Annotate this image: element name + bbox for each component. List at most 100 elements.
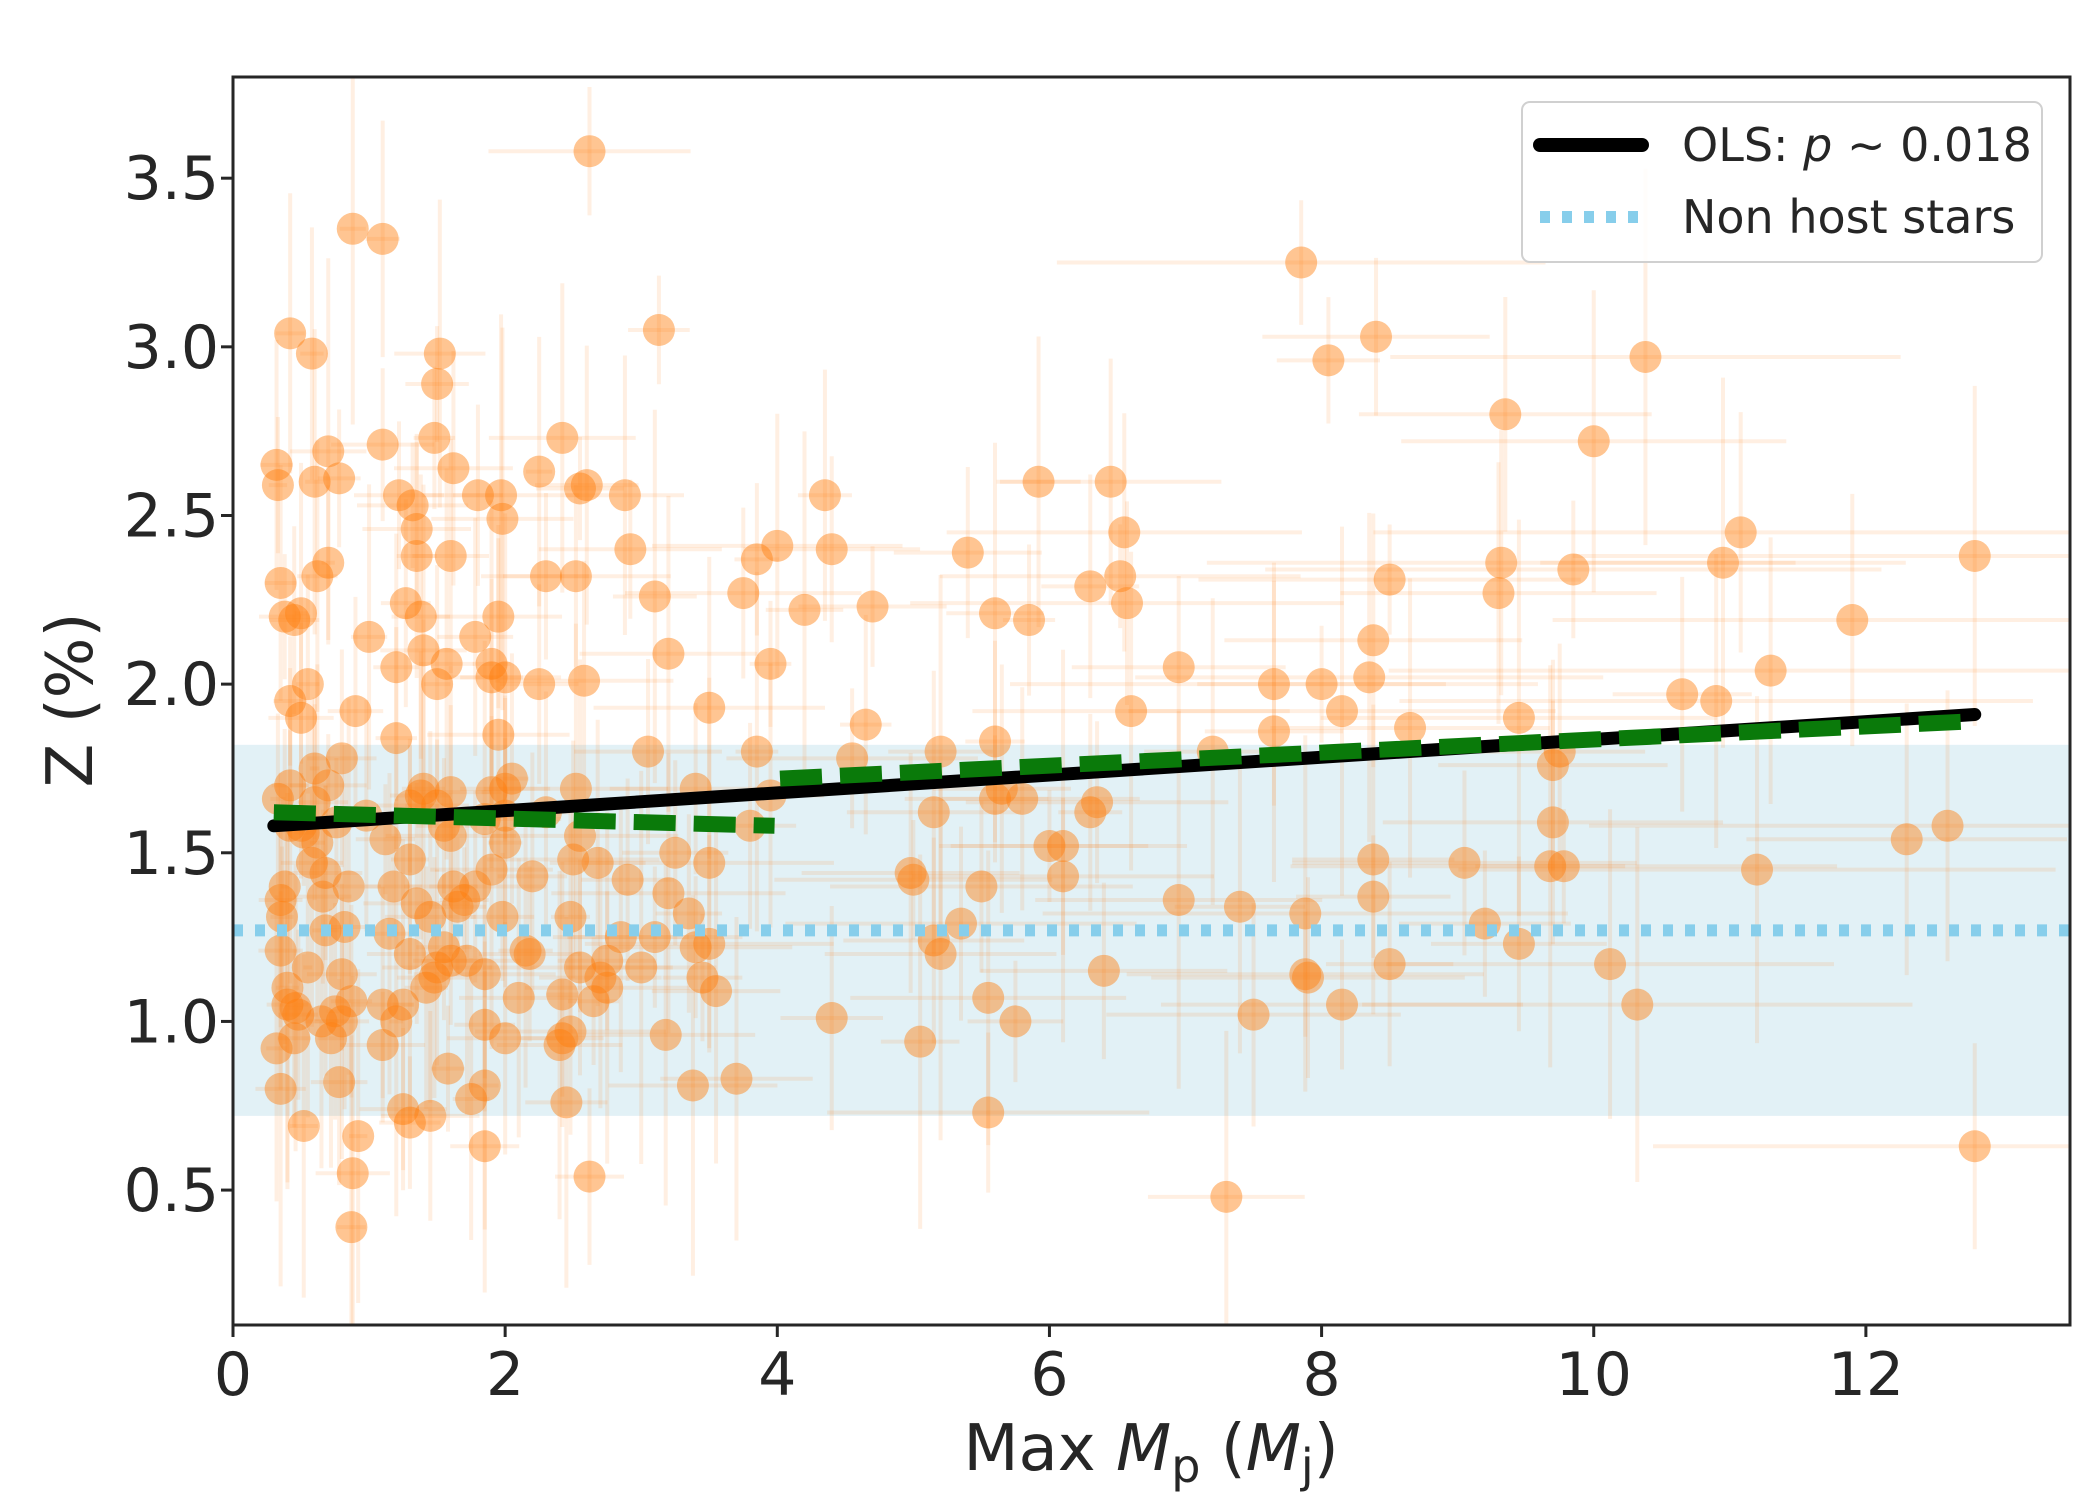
data-point [1013,604,1046,637]
data-point [264,934,297,967]
data-point [314,1022,347,1055]
data-point [568,664,601,697]
data-point [377,870,410,903]
y-tick-label: 3.5 [124,144,219,214]
data-point [434,944,467,977]
data-point [482,718,515,751]
data-point [298,465,331,498]
data-point [554,900,587,933]
data-point [482,600,515,633]
data-point [274,685,307,717]
data-point [264,566,297,599]
data-point [632,735,665,768]
data-point [638,580,671,613]
data-point [502,981,535,1014]
data-point [407,634,440,667]
data-point [475,661,508,694]
data-point [965,870,998,903]
data-point [849,708,882,741]
data-point [1577,425,1610,458]
data-point [495,762,528,795]
data-point [271,971,304,1004]
data-point [1707,546,1740,579]
data-point [459,870,492,903]
data-point [979,725,1012,758]
data-point [740,735,773,768]
data-point [312,769,345,802]
data-point [693,691,726,724]
x-axis-title: Max Mp (Mj) [963,1412,1338,1493]
data-point [485,479,518,512]
data-point [1536,749,1569,782]
data-point [332,870,365,903]
data-point [380,651,413,684]
data-point [278,604,311,637]
data-point [1326,988,1359,1021]
data-point [285,701,318,734]
data-point [1482,577,1515,610]
data-point [679,931,712,964]
data-point [312,435,345,468]
data-point [301,560,334,593]
data-point [509,934,542,967]
data-point [323,1066,356,1099]
plot-frame [231,75,2072,1327]
data-point [611,863,644,896]
data-point [282,998,315,1031]
data-point [559,560,592,593]
data-point [523,668,556,701]
data-point [455,1083,488,1116]
y-axis-title: Z (%) [34,613,108,788]
data-point [614,533,647,566]
data-point [325,958,358,991]
data-point [400,539,433,572]
piecewise-fit-segment-1 [273,804,775,834]
x-tick-label: 0 [214,1340,252,1410]
data-point [489,661,522,694]
data-point [298,752,331,785]
data-point [720,1062,753,1095]
data-point [285,597,318,630]
data-point [264,1072,297,1105]
data-point [570,469,603,502]
data-point [550,1086,583,1119]
error-bars [255,77,2070,1325]
data-point [295,846,328,879]
data-point [418,421,451,454]
data-point [264,884,297,917]
data-point [1353,661,1386,694]
data-point [461,479,494,512]
data-point [1357,880,1390,913]
data-point [459,620,492,653]
data-point [489,772,522,805]
data-point [642,313,675,346]
data-point [278,1022,311,1055]
data-point [448,884,481,917]
data-point [577,985,610,1018]
data-point [1289,897,1322,930]
data-point [972,1096,1005,1129]
data-point [387,988,420,1021]
data-point [652,877,685,910]
data-point [441,890,474,923]
data-point [366,1029,399,1062]
data-point [410,971,443,1004]
data-point [740,543,773,576]
data-point [319,995,352,1028]
data-point [761,529,794,562]
y-tick-label: 2.5 [124,481,219,551]
data-point [260,448,293,481]
data-point [1931,809,1964,842]
data-point [1094,465,1127,498]
data-point [546,978,579,1011]
data-point [625,951,658,984]
data-point [727,577,760,610]
data-point [291,951,324,984]
data-point [393,1106,426,1139]
data-point [475,853,508,886]
data-point [904,1025,937,1058]
x-tick-label: 6 [1030,1340,1068,1410]
data-point [369,823,402,856]
data-point [366,222,399,255]
data-point [414,1099,447,1132]
